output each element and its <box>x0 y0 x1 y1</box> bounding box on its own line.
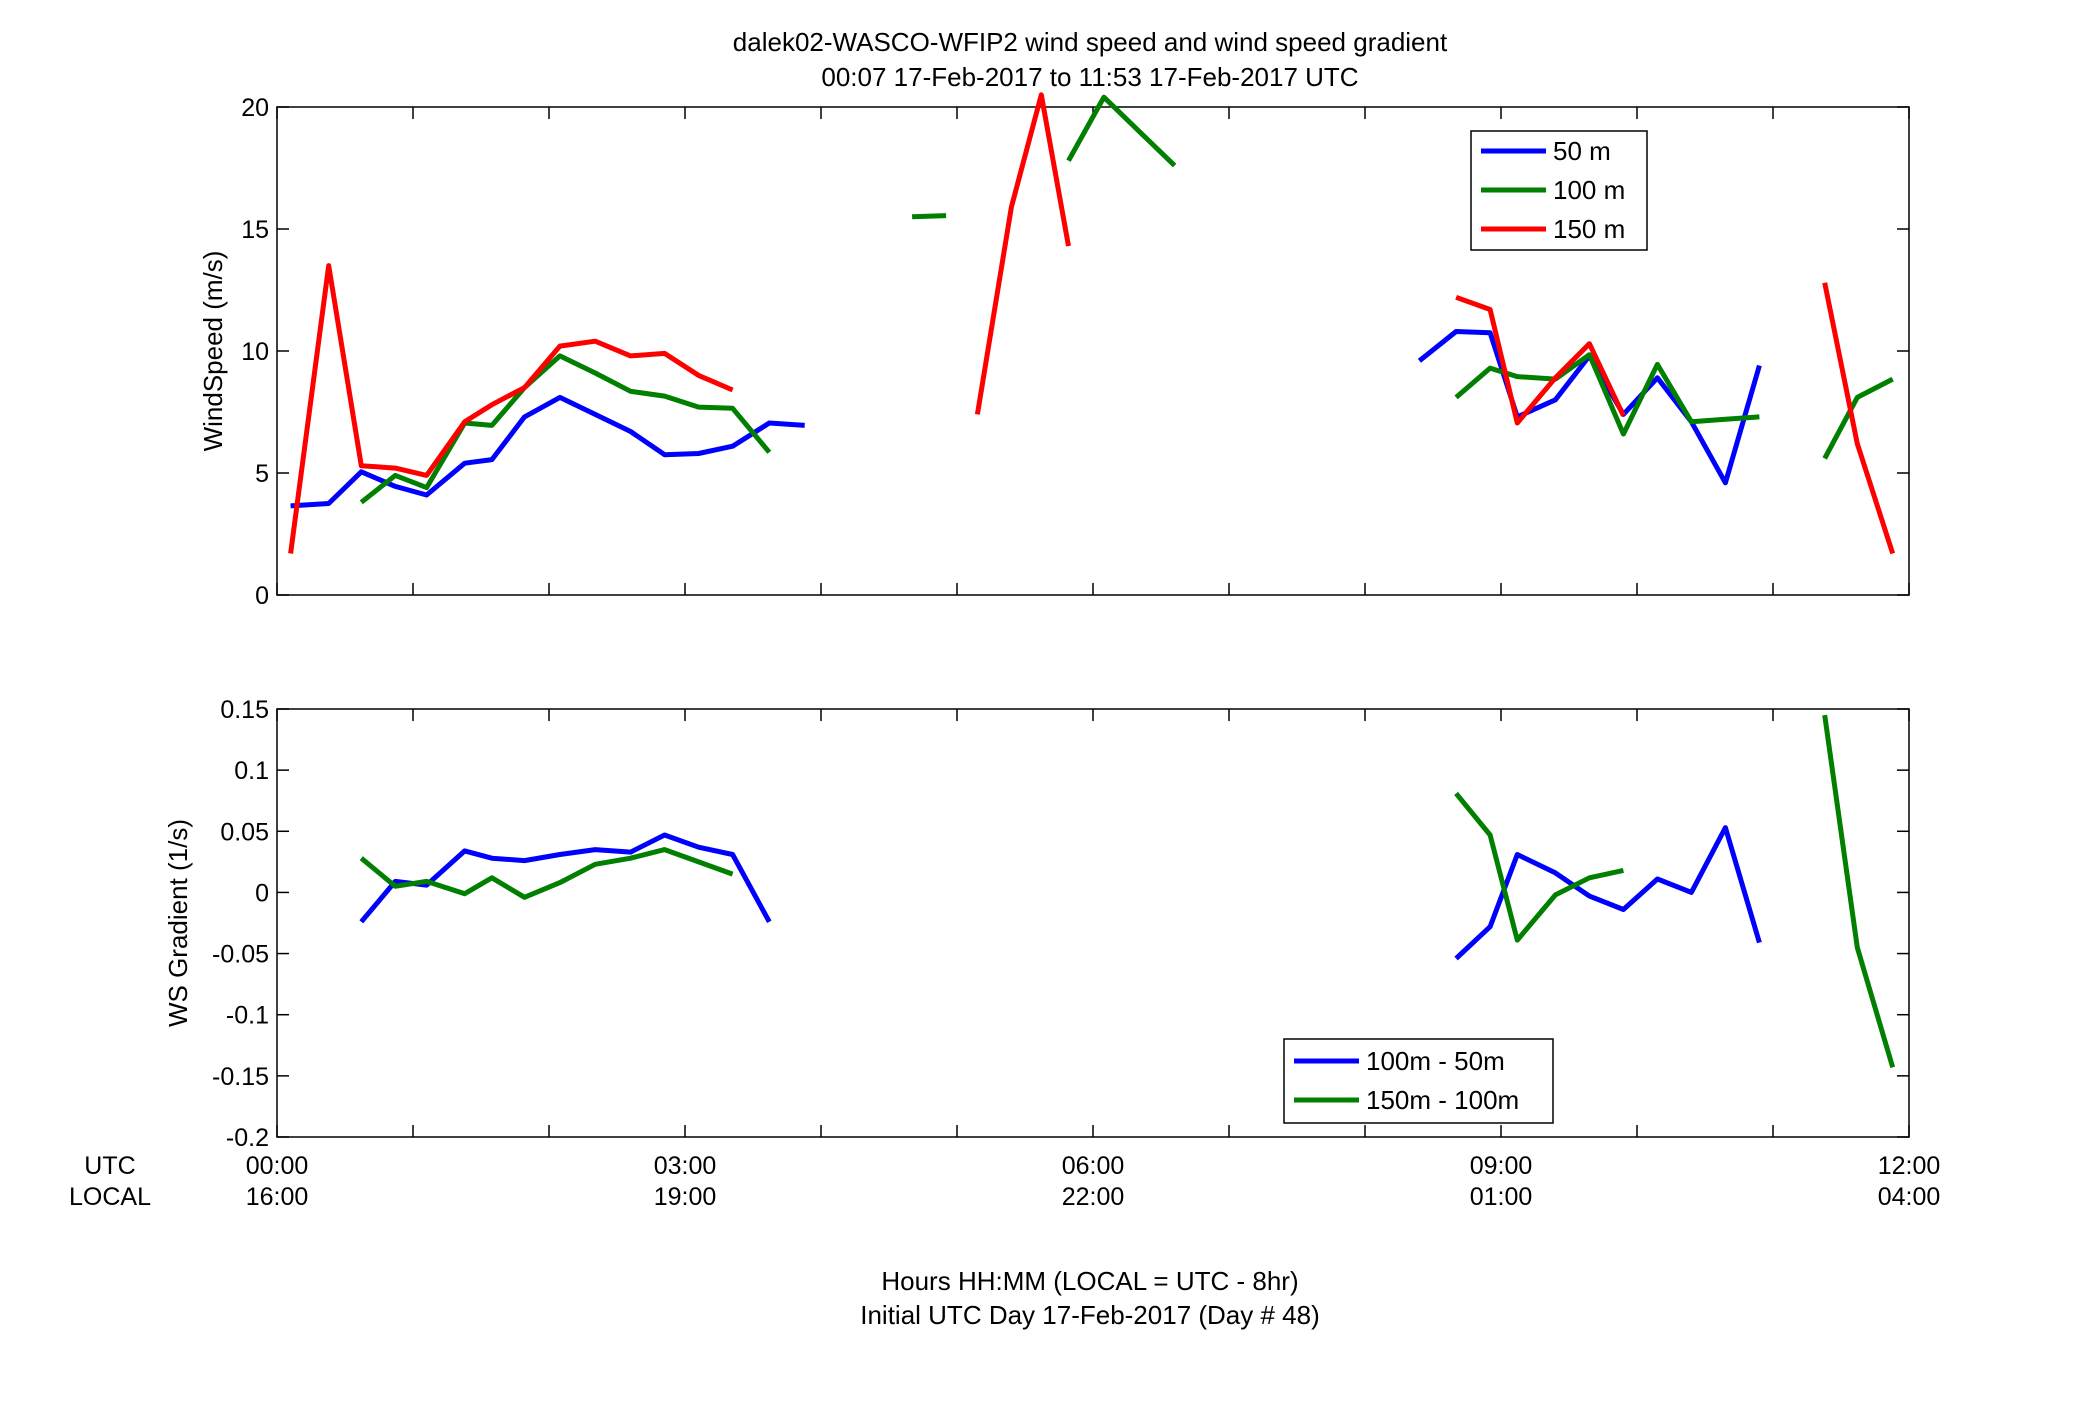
windspeed-panel: 0 5 10 15 20 WindSpeed (m/s) 50 m 100 m 150 … <box>198 92 1910 610</box>
gradient-legend: 100m - 50m 150m - 100m <box>1283 1038 1554 1124</box>
legend-label-100m-50m: 100m - 50m <box>1366 1046 1505 1076</box>
gradient-ytick-label: 0 <box>255 879 269 907</box>
windspeed-ytick-label: 20 <box>241 94 269 122</box>
gradient-axes-frame <box>276 708 1910 1138</box>
windspeed-axes-frame <box>276 106 1910 596</box>
windspeed-series-100-m-segment <box>1822 376 1894 460</box>
windspeed-ytick-label: 15 <box>241 216 269 244</box>
windspeed-legend: 50 m 100 m 150 m <box>1470 130 1648 251</box>
windspeed-series-100-m-segment <box>359 353 772 505</box>
windspeed-series-lines <box>288 92 1896 555</box>
x-axis-label-line2: Initial UTC Day 17-Feb-2017 (Day # 48) <box>860 1300 1320 1330</box>
x-tick-label-utc: 12:00 <box>1878 1152 1941 1180</box>
gradient-ylabel: WS Gradient (1/s) <box>163 819 193 1027</box>
gradient-series-lines <box>359 714 1896 1069</box>
windspeed-ytick-label: 0 <box>255 582 269 610</box>
gradient-ytick-label: 0.15 <box>220 696 269 724</box>
x-axis-label-line1: Hours HH:MM (LOCAL = UTC - 8hr) <box>881 1266 1298 1296</box>
x-tick-label-utc: 03:00 <box>654 1152 717 1180</box>
x-tick-label-local: 22:00 <box>1062 1183 1125 1211</box>
x-tick-labels: 00:00 16:00 03:00 19:00 06:00 22:00 09:00 01:00… <box>246 1152 1941 1211</box>
windspeed-series-150-m-segment <box>1822 282 1896 555</box>
x-tick-label-utc: 09:00 <box>1470 1152 1533 1180</box>
gradient-ytick-label: 0.1 <box>234 757 269 785</box>
windspeed-ytick-label: 5 <box>255 460 269 488</box>
gradient-panel: -0.2 -0.15 -0.1 -0.05 0 0.05 0.1 0.15 WS Gradie… <box>163 696 1910 1152</box>
x-tick-label-local: 16:00 <box>246 1183 309 1211</box>
windspeed-series-50-m-segment <box>290 394 805 509</box>
gradient-ytick-label: -0.2 <box>226 1124 269 1152</box>
figure-title-line1: dalek02-WASCO-WFIP2 wind speed and wind … <box>733 27 1448 57</box>
gradient-series-100m-50m-segment <box>359 832 772 924</box>
x-tick-label-local: 04:00 <box>1878 1183 1941 1211</box>
utc-row-label: UTC <box>84 1152 135 1180</box>
windspeed-series-150-m-segment <box>288 263 734 554</box>
legend-label-150m: 150 m <box>1553 214 1625 244</box>
windspeed-series-150-m-segment <box>974 92 1071 415</box>
x-tick-label-local: 19:00 <box>654 1183 717 1211</box>
x-tick-label-local: 01:00 <box>1470 1183 1533 1211</box>
windspeed-series-150-m-segment <box>1455 294 1626 426</box>
gradient-series-150m-100m-segment <box>1454 791 1624 943</box>
windspeed-ytick-label: 10 <box>241 338 269 366</box>
gradient-ytick-label: -0.05 <box>212 941 269 969</box>
x-tick-label-utc: 00:00 <box>246 1152 309 1180</box>
local-row-label: LOCAL <box>69 1183 151 1211</box>
windspeed-series-100-m-segment <box>912 213 947 220</box>
windspeed-ticks: 0 5 10 15 20 <box>241 94 1910 610</box>
gradient-legend-box <box>1283 1038 1554 1124</box>
gradient-series-150m-100m-segment <box>1822 714 1896 1069</box>
gradient-ticks: -0.2 -0.15 -0.1 -0.05 0 0.05 0.1 0.15 <box>212 696 1910 1152</box>
legend-label-100m: 100 m <box>1553 175 1625 205</box>
gradient-ytick-label: 0.05 <box>220 818 269 846</box>
gradient-series-150m-100m-segment <box>359 847 734 900</box>
legend-label-150m-100m: 150m - 100m <box>1366 1085 1519 1115</box>
windspeed-ylabel: WindSpeed (m/s) <box>198 251 228 452</box>
x-tick-label-utc: 06:00 <box>1062 1152 1125 1180</box>
gradient-ytick-label: -0.1 <box>226 1002 269 1030</box>
windspeed-series-100-m-segment <box>1066 94 1177 168</box>
figure-title-line2: 00:07 17-Feb-2017 to 11:53 17-Feb-2017 U… <box>821 62 1358 92</box>
gradient-ytick-label: -0.15 <box>212 1063 269 1091</box>
legend-label-50m: 50 m <box>1553 136 1611 166</box>
